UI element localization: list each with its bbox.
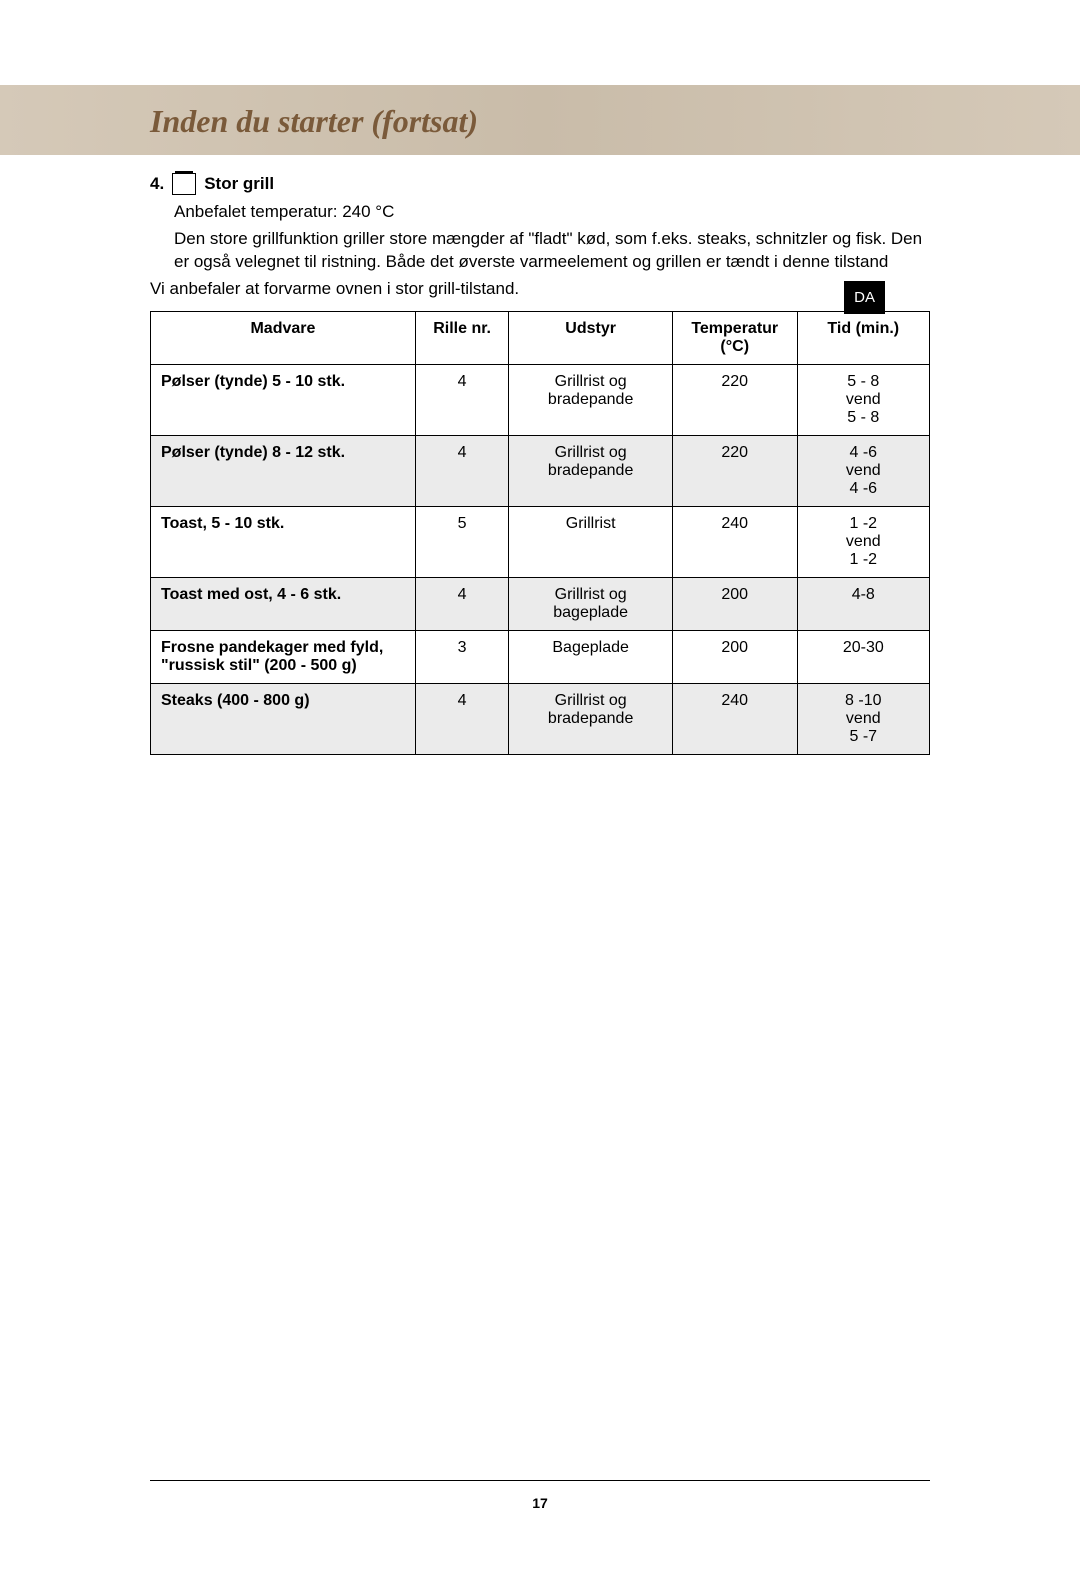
cell-madvare: Toast, 5 - 10 stk. [151,506,416,577]
cell-madvare: Steaks (400 - 800 g) [151,683,416,754]
cooking-table: Madvare Rille nr. Udstyr Temperatur (°C)… [150,311,930,755]
cell-udstyr: Grillrist og bradepande [509,364,673,435]
table-row: Toast med ost, 4 - 6 stk.4Grillrist og b… [151,577,930,630]
cell-udstyr: Grillrist og bradepande [509,683,673,754]
col-header-rille: Rille nr. [415,311,508,364]
cell-udstyr: Bageplade [509,630,673,683]
cell-tid: 5 - 8vend5 - 8 [797,364,929,435]
table-row: Frosne pandekager med fyld, "russisk sti… [151,630,930,683]
recommended-temperature: Anbefalet temperatur: 240 °C [174,201,930,224]
cell-madvare: Toast med ost, 4 - 6 stk. [151,577,416,630]
cell-tid: 4 -6vend4 -6 [797,435,929,506]
col-header-madvare: Madvare [151,311,416,364]
language-tab: DA [844,281,885,314]
page-number: 17 [0,1495,1080,1511]
cell-rille: 4 [415,683,508,754]
section-heading: 4. Stor grill [150,173,930,195]
cell-udstyr: Grillrist og bageplade [509,577,673,630]
cell-rille: 4 [415,364,508,435]
cell-tid: 8 -10vend5 -7 [797,683,929,754]
cell-rille: 4 [415,577,508,630]
grill-mode-icon [172,173,196,195]
cell-rille: 5 [415,506,508,577]
cell-temperatur: 200 [672,630,797,683]
table-row: Steaks (400 - 800 g)4Grillrist og bradep… [151,683,930,754]
section-label: Stor grill [204,174,274,194]
cell-rille: 4 [415,435,508,506]
cell-udstyr: Grillrist [509,506,673,577]
table-row: Pølser (tynde) 8 - 12 stk.4Grillrist og … [151,435,930,506]
cell-tid: 1 -2vend1 -2 [797,506,929,577]
col-header-udstyr: Udstyr [509,311,673,364]
cell-rille: 3 [415,630,508,683]
cell-temperatur: 220 [672,364,797,435]
col-header-tid: Tid (min.) [797,311,929,364]
cell-temperatur: 220 [672,435,797,506]
cell-tid: 4-8 [797,577,929,630]
cell-tid: 20-30 [797,630,929,683]
cell-madvare: Pølser (tynde) 5 - 10 stk. [151,364,416,435]
cell-temperatur: 240 [672,506,797,577]
table-row: Pølser (tynde) 5 - 10 stk.4Grillrist og … [151,364,930,435]
table-row: Toast, 5 - 10 stk.5Grillrist2401 -2vend1… [151,506,930,577]
section-description: Den store grillfunktion griller store mæ… [174,228,930,274]
table-header-row: Madvare Rille nr. Udstyr Temperatur (°C)… [151,311,930,364]
cell-madvare: Pølser (tynde) 8 - 12 stk. [151,435,416,506]
col-header-temperatur: Temperatur (°C) [672,311,797,364]
footer-divider [150,1480,930,1481]
cell-madvare: Frosne pandekager med fyld, "russisk sti… [151,630,416,683]
content-area: 4. Stor grill Anbefalet temperatur: 240 … [0,173,1080,755]
page-title: Inden du starter (fortsat) [0,85,1080,140]
section-number: 4. [150,174,164,194]
cell-temperatur: 240 [672,683,797,754]
cell-udstyr: Grillrist og bradepande [509,435,673,506]
preheat-note: Vi anbefaler at forvarme ovnen i stor gr… [150,278,930,301]
header-band: Inden du starter (fortsat) [0,85,1080,155]
cell-temperatur: 200 [672,577,797,630]
